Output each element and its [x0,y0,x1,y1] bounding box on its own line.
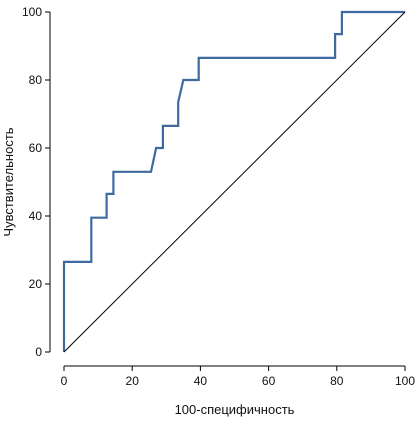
x-tick-label: 100 [395,374,415,388]
y-tick-label: 0 [35,345,42,359]
x-tick-label: 40 [194,374,208,388]
x-tick-label: 60 [262,374,276,388]
roc-curve-line [62,10,405,352]
x-axis-title: 100-специфичность [175,402,295,417]
y-axis-title: Чувствительность [1,127,16,236]
reference-diagonal-line [63,11,406,353]
y-tick-label: 20 [29,277,43,291]
x-tick-label: 80 [330,374,344,388]
y-tick-label: 80 [29,73,43,87]
x-tick-label: 20 [126,374,140,388]
y-tick-label: 100 [22,5,42,19]
series-layer [62,10,406,353]
y-tick-label: 60 [29,141,43,155]
x-tick-label: 0 [61,374,68,388]
y-tick-label: 40 [29,209,43,223]
axes: 0 20 40 60 80 100 0 20 40 60 80 100 [22,5,415,388]
